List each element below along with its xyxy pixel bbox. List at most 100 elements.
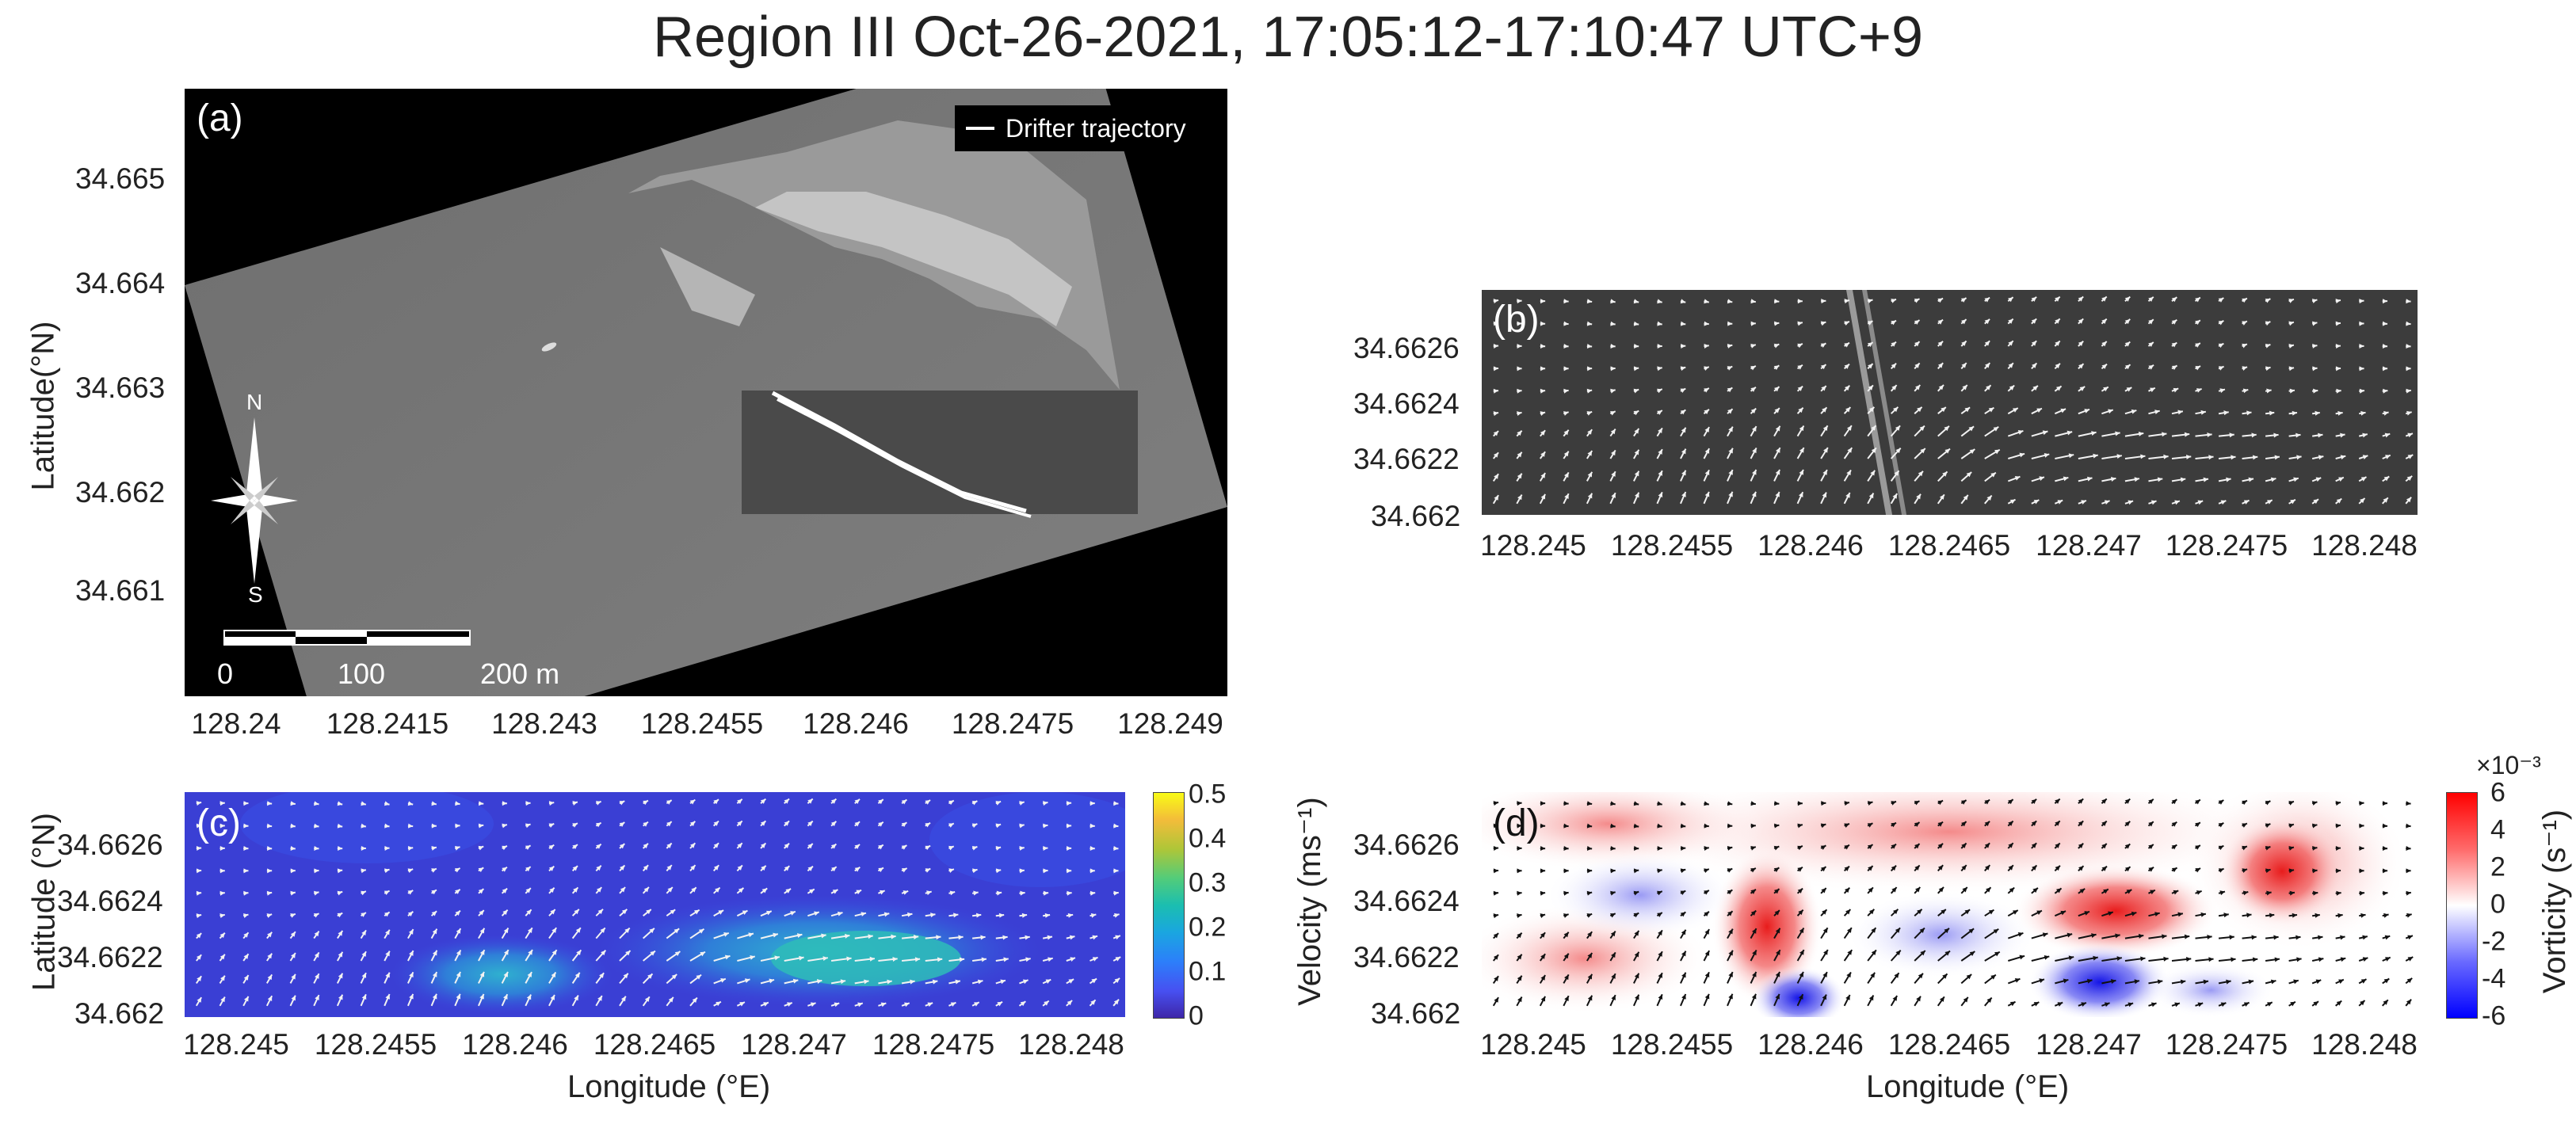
quiver-arrowhead (1517, 845, 1522, 851)
quiver-arrowhead (1797, 867, 1803, 872)
quiver-arrowhead (2335, 343, 2341, 349)
quiver-arrowhead (2057, 500, 2063, 505)
quiver-arrowhead (880, 1002, 887, 1008)
quiver-arrowhead (503, 994, 508, 1000)
quiver-arrowhead (1633, 299, 1639, 304)
quiver-arrowhead (713, 865, 719, 871)
quiver-arrowhead (1961, 341, 1967, 346)
quiver-arrowhead (774, 955, 780, 961)
quiver-arrowhead (1844, 866, 1849, 871)
quiver-arrowhead (2406, 388, 2411, 394)
colorbar-tick: -6 (2482, 1000, 2506, 1031)
quiver-arrowhead (1799, 928, 1804, 934)
x-tick: 128.248 (2311, 529, 2418, 562)
panel-a-ylabel: Latitude(°N) (25, 321, 61, 491)
quiver-arrowhead (1868, 909, 1875, 915)
quiver-arrowhead (739, 1002, 745, 1007)
quiver-arrowhead (1938, 384, 1944, 391)
quiver-arrowhead (2078, 364, 2084, 369)
quiver-arrowhead (1822, 470, 1827, 475)
quiver-arrowhead (1727, 343, 1733, 349)
quiver-arrowhead (2383, 801, 2388, 806)
quiver-arrowhead (2078, 798, 2084, 804)
quiver-arrowhead (720, 978, 726, 983)
quiver-arrowhead (2288, 299, 2294, 303)
quiver-arrowhead (643, 865, 649, 871)
quiver-arrowhead (1914, 822, 1920, 828)
quiver-arrowhead (2340, 957, 2346, 962)
quiver-arrowhead (407, 845, 414, 851)
quiver-arrowhead (2101, 318, 2107, 324)
quiver-arrowhead (624, 928, 630, 933)
colorbar-tick: -2 (2482, 926, 2506, 957)
quiver-arrowhead (1704, 470, 1710, 476)
quiver-arrowhead (266, 890, 273, 896)
quiver-arrowhead (1587, 932, 1593, 937)
quiver-arrowhead (2162, 934, 2167, 939)
quiver-arrowhead (1867, 342, 1873, 348)
quiver-arrowhead (830, 844, 837, 849)
quiver-arrowhead (724, 954, 731, 960)
quiver-arrowhead (1867, 823, 1873, 828)
quiver-arrowhead (385, 994, 390, 1000)
quiver-arrowhead (2185, 455, 2192, 460)
quiver-arrowhead (2274, 957, 2280, 962)
quiver-arrowhead (1611, 952, 1616, 958)
x-tick: 128.247 (2036, 1028, 2142, 1061)
quiver-arrowhead (1728, 426, 1733, 432)
quiver-arrowhead (2335, 366, 2341, 371)
quiver-arrowhead (338, 973, 343, 979)
quiver-arrowhead (1845, 385, 1850, 391)
quiver-arrowhead (1517, 801, 1522, 806)
panel-c-axes (185, 792, 1125, 1017)
quiver-arrowhead (1025, 935, 1030, 940)
quiver-arrowhead (2359, 845, 2364, 851)
quiver-arrowhead (1067, 890, 1072, 896)
quiver-arrowhead (799, 955, 804, 961)
quiver-arrowhead (2360, 410, 2366, 416)
x-tick: 128.2415 (326, 707, 449, 740)
quiver-arrowhead (267, 953, 273, 959)
quiver-arrowhead (1493, 343, 1499, 349)
quiver-arrowhead (832, 890, 838, 894)
quiver-arrowhead (2406, 299, 2411, 304)
quiver-arrowhead (1868, 887, 1873, 893)
quiver-arrowhead (2093, 955, 2098, 961)
quiver-arrowhead (1892, 909, 1899, 915)
quiver-arrowhead (1871, 448, 1876, 453)
quiver-arrowhead (2084, 409, 2090, 413)
quiver-arrowhead (2266, 1002, 2273, 1007)
quiver-arrowhead (196, 868, 202, 874)
quiver-arrowhead (837, 911, 843, 916)
quiver-arrowhead (528, 950, 532, 955)
quiver-arrowhead (2042, 430, 2048, 436)
quiver-arrowhead (2383, 913, 2389, 918)
quiver-arrowhead (1494, 474, 1499, 479)
quiver-arrowhead (2335, 801, 2341, 806)
quiver-arrowhead (2288, 366, 2295, 371)
quiver-arrowhead (2195, 343, 2200, 348)
quiver-arrowhead (361, 890, 366, 896)
quiver-arrowhead (2406, 801, 2411, 806)
quiver-arrowhead (1563, 388, 1569, 394)
quiver-arrowhead (1564, 996, 1569, 1001)
y-tick: 34.662 (1371, 997, 1461, 1030)
quiver-arrowhead (2242, 321, 2247, 326)
quiver-arrowhead (2313, 1001, 2319, 1007)
quiver-arrowhead (2407, 455, 2414, 459)
quiver-arrowhead (1892, 996, 1898, 1001)
quiver-arrowhead (2336, 498, 2342, 504)
quiver-arrowhead (1563, 932, 1569, 938)
quiver-arrowhead (1587, 973, 1593, 980)
quiver-arrowhead (454, 867, 460, 873)
quiver-arrowhead (2208, 455, 2214, 460)
quiver-arrowhead (647, 973, 653, 979)
quiver-arrowhead (2265, 366, 2271, 371)
quiver-arrowhead (1845, 994, 1850, 1000)
quiver-arrowhead (2313, 388, 2318, 394)
quiver-arrowhead (948, 823, 954, 828)
quiver-arrowhead (2292, 410, 2297, 416)
quiver-arrowhead (551, 950, 557, 955)
quiver-arrowhead (1799, 492, 1803, 497)
quiver-arrowhead (830, 798, 837, 804)
